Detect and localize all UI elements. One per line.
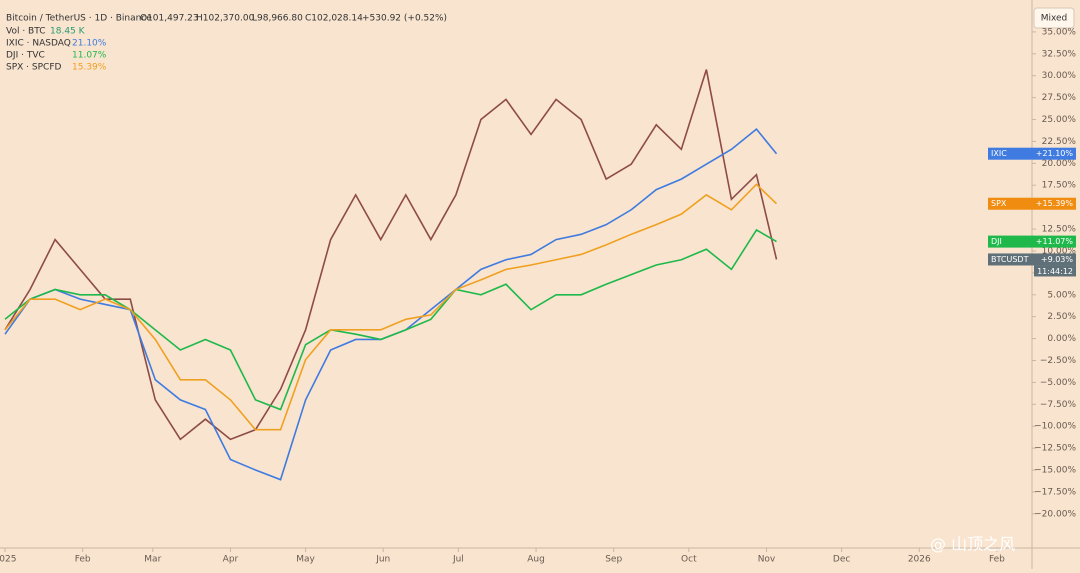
y-tick-label: 10.00% (1042, 246, 1077, 256)
countdown: 11:44:12 (1037, 267, 1073, 276)
y-tick-label: 20.00% (1042, 159, 1077, 169)
tag-name: IXIC (991, 149, 1007, 158)
y-tick-label: −12.50% (1034, 444, 1076, 454)
volume-name: Vol · BTC (6, 27, 45, 37)
legend-name: IXIC · NASDAQ (6, 39, 71, 49)
series-line (4, 69, 778, 441)
y-tick-label: 27.50% (1042, 93, 1077, 103)
y-tick-label: 17.50% (1042, 181, 1077, 191)
tag-value: +15.39% (1036, 199, 1074, 208)
open: O101,497.23 (140, 14, 199, 24)
legend-value: 11.07% (72, 51, 107, 61)
x-tick-label: Jul (452, 555, 464, 565)
tag-name: SPX (991, 199, 1007, 208)
y-tick-label: −10.00% (1034, 422, 1076, 432)
watermark: @ 山顶之风 (930, 535, 1015, 554)
close: C102,028.14 (305, 14, 363, 24)
low: L98,966.80 (252, 14, 303, 24)
x-tick-label: May (296, 555, 315, 565)
mode-button[interactable] (1033, 7, 1075, 29)
y-tick-label: −7.50% (1040, 400, 1077, 410)
x-tick-label: 2026 (908, 555, 931, 565)
y-tick-label: 5.00% (1047, 290, 1076, 300)
y-tick-label: 30.00% (1042, 71, 1077, 81)
x-tick-label: Dec (833, 555, 850, 565)
tag-value: +21.10% (1036, 149, 1074, 158)
symbol: Bitcoin / TetherUS · 1D · Binance (6, 14, 152, 24)
price-tag (988, 235, 1076, 248)
tag-name: DJI (991, 237, 1002, 246)
tag-name: BTCUSDT (991, 255, 1029, 264)
tag-value: +9.03% (1041, 255, 1074, 264)
x-tick-label: Apr (223, 555, 239, 565)
y-tick-label: −2.50% (1040, 356, 1077, 366)
tag-value: +11.07% (1036, 237, 1074, 246)
legend-name: DJI · TVC (6, 51, 45, 61)
y-tick-label: 32.50% (1042, 49, 1077, 59)
y-tick-label: −15.00% (1034, 466, 1076, 476)
y-tick-label: 12.50% (1042, 225, 1077, 235)
y-tick-label: 25.00% (1042, 115, 1077, 125)
volume-value: 18.45 K (50, 27, 86, 37)
x-tick-label: Aug (527, 555, 545, 565)
series-line (4, 228, 777, 411)
price-tag (988, 197, 1076, 210)
x-tick-label: Nov (758, 555, 776, 565)
x-tick-label: 2025 (0, 555, 16, 565)
series-line (4, 183, 778, 431)
x-tick-label: Feb (989, 555, 1005, 565)
y-tick-label: 35.00% (1042, 27, 1077, 37)
countdown-box (1034, 265, 1076, 277)
high: H102,370.00 (196, 14, 255, 24)
x-tick-label: Oct (681, 555, 697, 565)
y-tick-label: −17.50% (1034, 487, 1076, 497)
y-tick-label: −20.00% (1034, 509, 1076, 519)
y-tick-label: 2.50% (1047, 312, 1076, 322)
x-tick-label: Feb (75, 555, 91, 565)
x-tick-label: Jun (375, 555, 390, 565)
y-tick-label: −5.00% (1040, 378, 1077, 388)
legend-value: 21.10% (72, 39, 107, 49)
y-tick-label: 22.50% (1042, 137, 1077, 147)
legend-name: SPX · SPCFD (6, 63, 61, 73)
x-tick-label: Mar (144, 555, 161, 565)
x-tick-label: Sep (605, 555, 622, 565)
change: +530.92 (+0.52%) (362, 14, 447, 24)
legend-value: 15.39% (72, 63, 107, 73)
mode-label[interactable]: Mixed (1041, 14, 1068, 24)
price-tag (988, 147, 1076, 160)
y-tick-label: 0.00% (1047, 334, 1076, 344)
price-tag (988, 253, 1076, 266)
